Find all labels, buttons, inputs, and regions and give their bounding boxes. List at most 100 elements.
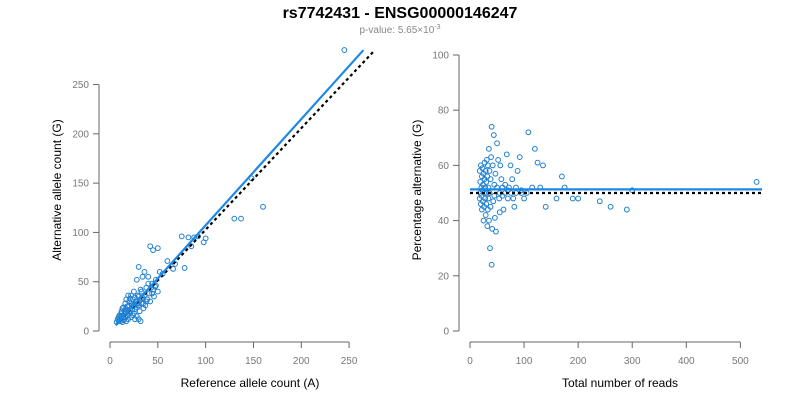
right-x-tick-label: 500	[732, 356, 749, 367]
left-data-point	[154, 288, 161, 295]
left-data-point	[200, 239, 207, 246]
right-data-point	[478, 206, 485, 213]
right-y-tick-label: 20	[438, 271, 450, 282]
right-data-point	[486, 217, 492, 224]
right-data-point	[485, 195, 492, 202]
left-y-tick-label: 100	[72, 228, 89, 239]
left-data-point	[149, 290, 155, 297]
right-data-point	[534, 159, 541, 166]
right-data-point	[481, 159, 488, 166]
left-y-tick-label: 0	[83, 327, 89, 338]
left-data-point	[185, 234, 192, 241]
right-y-tick-label: 80	[438, 106, 450, 117]
right-x-tick-label: 300	[624, 356, 641, 367]
right-data-point	[575, 195, 582, 202]
right-data-point	[482, 212, 489, 218]
left-data-point	[231, 215, 238, 222]
left-data-point	[181, 265, 188, 271]
left-x-axis-label: Reference allele count (A)	[181, 376, 320, 390]
right-data-point	[491, 214, 498, 221]
right-data-point	[569, 195, 576, 202]
right-data-point	[488, 123, 495, 130]
right-data-point	[504, 195, 511, 202]
right-data-point	[491, 181, 498, 188]
right-x-tick-label: 200	[570, 356, 587, 367]
left-data-point	[238, 215, 244, 222]
left-data-point	[154, 245, 161, 252]
left-data-point	[136, 308, 143, 315]
right-data-point	[503, 151, 510, 158]
left-data-point	[145, 273, 152, 280]
right-data-point	[484, 223, 491, 230]
left-data-point	[147, 298, 154, 305]
right-data-point	[559, 173, 565, 180]
right-y-tick-label: 0	[443, 327, 449, 338]
left-data-point	[150, 247, 156, 254]
right-data-point	[488, 154, 494, 161]
left-data-point	[137, 318, 144, 325]
left-x-tick-label: 150	[245, 356, 262, 367]
right-data-point	[540, 162, 546, 169]
right-data-point	[507, 162, 514, 169]
right-data-point	[487, 245, 493, 252]
right-data-point	[502, 181, 509, 188]
left-data-point	[191, 234, 198, 241]
right-data-point	[500, 206, 507, 213]
left-data-point	[164, 258, 171, 264]
right-data-point	[553, 195, 560, 202]
right-data-point	[494, 140, 500, 147]
left-y-tick-label: 200	[72, 129, 89, 140]
left-y-tick-label: 50	[78, 277, 90, 288]
right-data-point	[489, 162, 496, 169]
right-data-point	[477, 201, 484, 207]
left-x-tick-label: 0	[107, 356, 113, 367]
left-data-point	[142, 302, 149, 309]
right-data-point	[489, 225, 496, 232]
right-data-point	[476, 195, 483, 202]
page-title: rs7742431 - ENSG00000146247	[283, 5, 518, 22]
p-value-subtitle: p-value: 5.65×10-3	[359, 24, 440, 36]
left-data-point	[133, 276, 140, 283]
right-data-point	[486, 190, 493, 196]
right-data-point	[480, 217, 487, 224]
right-data-point	[486, 168, 493, 174]
right-data-point	[492, 170, 499, 177]
right-x-tick-label: 0	[467, 356, 473, 367]
right-data-point	[623, 206, 630, 213]
left-x-tick-label: 200	[293, 356, 310, 367]
left-data-point	[115, 314, 122, 321]
left-data-point	[139, 273, 146, 280]
left-data-point	[127, 295, 133, 302]
right-data-point	[496, 209, 503, 216]
right-data-point	[497, 162, 504, 169]
right-data-point	[510, 195, 517, 202]
left-data-point	[141, 268, 148, 275]
left-data-point	[137, 286, 144, 293]
right-data-point	[486, 145, 492, 152]
right-data-point	[753, 179, 760, 185]
left-y-tick-label: 250	[72, 80, 89, 91]
right-data-point	[490, 132, 497, 138]
right-data-point	[477, 162, 484, 169]
left-reference-line	[114, 51, 374, 326]
right-data-point	[516, 154, 523, 161]
right-y-tick-label: 60	[438, 161, 450, 172]
right-data-point	[476, 168, 483, 174]
p-value-text: p-value: 5.65×10	[359, 25, 434, 36]
right-data-point	[478, 173, 485, 180]
left-data-point	[122, 306, 129, 313]
left-data-point	[156, 268, 163, 275]
right-data-point	[521, 195, 527, 202]
left-scatter-panel: Reference allele count (A) Alternative a…	[50, 47, 374, 390]
right-y-axis-label: Percentage alternative (G)	[410, 120, 424, 261]
right-data-point	[509, 176, 516, 183]
right-x-axis-label: Total number of reads	[562, 376, 678, 390]
right-data-point	[542, 203, 549, 210]
left-y-axis-label: Alternative allele count (G)	[50, 119, 64, 260]
right-data-point	[498, 176, 505, 183]
right-y-tick-label: 100	[432, 51, 449, 62]
right-data-point	[493, 228, 499, 235]
right-x-tick-label: 100	[516, 356, 533, 367]
p-value-exponent: -3	[434, 24, 440, 31]
